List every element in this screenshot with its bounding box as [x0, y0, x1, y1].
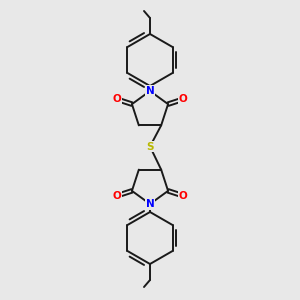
Text: S: S — [146, 142, 154, 152]
Text: O: O — [179, 94, 188, 104]
Text: N: N — [146, 86, 154, 96]
Text: O: O — [112, 191, 121, 201]
Text: N: N — [146, 199, 154, 209]
Text: O: O — [179, 191, 188, 201]
Text: O: O — [112, 94, 121, 104]
